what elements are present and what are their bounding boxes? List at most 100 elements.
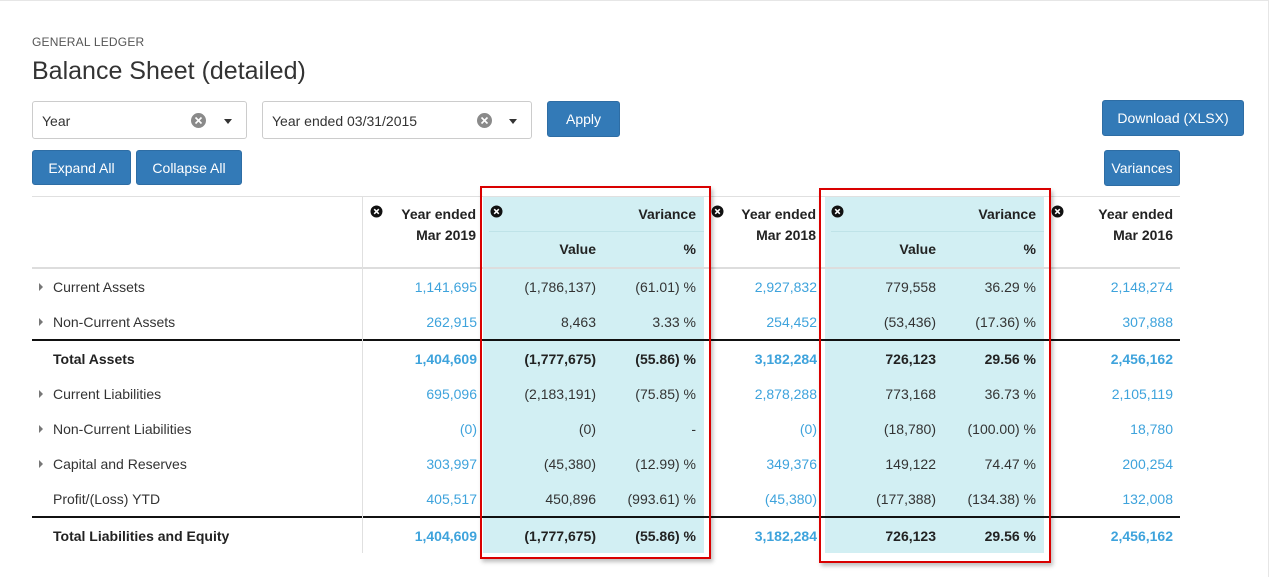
cell-mar-2019[interactable]: (0) bbox=[459, 421, 477, 437]
row-label[interactable]: Capital and Reserves bbox=[53, 456, 187, 472]
header-bottom-border bbox=[32, 267, 1180, 269]
cell-variance-1-pct: (75.85) % bbox=[635, 386, 696, 402]
expand-row-icon[interactable] bbox=[39, 318, 43, 326]
row-label: Total Assets bbox=[53, 351, 135, 367]
cell-variance-1-value: (1,777,675) bbox=[524, 351, 596, 367]
cell-mar-2016[interactable]: 2,105,119 bbox=[1111, 386, 1173, 402]
cell-variance-2-value: 773,168 bbox=[885, 386, 936, 402]
cell-mar-2018[interactable]: 2,878,288 bbox=[754, 386, 817, 402]
remove-column-icon[interactable] bbox=[370, 205, 383, 218]
column-header-variance-1-pct: % bbox=[683, 241, 696, 257]
total-liabilities-rule bbox=[32, 516, 1180, 518]
cell-variance-1-pct: (55.86) % bbox=[635, 528, 696, 544]
cell-mar-2016[interactable]: 2,456,162 bbox=[1110, 528, 1173, 544]
chevron-down-icon[interactable] bbox=[224, 119, 232, 124]
total-assets-rule bbox=[32, 339, 1180, 341]
cell-mar-2019[interactable]: 695,096 bbox=[426, 386, 477, 402]
row-label[interactable]: Current Assets bbox=[53, 279, 145, 295]
variance-1-column-shade bbox=[483, 196, 704, 553]
cell-variance-2-pct: 36.29 % bbox=[984, 279, 1036, 295]
cell-variance-2-value: 726,123 bbox=[885, 351, 936, 367]
chevron-down-icon[interactable] bbox=[509, 119, 517, 124]
cell-mar-2018[interactable]: 3,182,284 bbox=[754, 351, 817, 367]
cell-variance-2-value: (177,388) bbox=[876, 491, 936, 507]
expand-row-icon[interactable] bbox=[39, 425, 43, 433]
period-type-value: Year bbox=[42, 113, 71, 129]
clear-icon[interactable] bbox=[476, 112, 493, 129]
clear-icon[interactable] bbox=[190, 112, 207, 129]
remove-column-icon[interactable] bbox=[490, 205, 503, 218]
cell-variance-2-value: (18,780) bbox=[883, 421, 936, 437]
column-header-mar-2018: Year ended Mar 2018 bbox=[741, 206, 816, 243]
column-header-mar-2019: Year ended Mar 2019 bbox=[401, 206, 476, 243]
row-label[interactable]: Non-Current Liabilities bbox=[53, 421, 192, 437]
column-header-variance-2-value: Value bbox=[899, 241, 936, 257]
cell-variance-2-pct: 29.56 % bbox=[984, 528, 1036, 544]
variance-2-column-shade bbox=[825, 196, 1044, 553]
cell-mar-2018[interactable]: 2,927,832 bbox=[754, 279, 817, 295]
column-header-variance-1: Variance bbox=[638, 206, 696, 222]
row-label[interactable]: Current Liabilities bbox=[53, 386, 162, 402]
row-label[interactable]: Non-Current Assets bbox=[53, 314, 176, 330]
cell-variance-2-pct: (17.36) % bbox=[975, 314, 1036, 330]
cell-mar-2019[interactable]: 1,404,609 bbox=[414, 351, 477, 367]
cell-mar-2018[interactable]: 3,182,284 bbox=[754, 528, 817, 544]
remove-column-icon[interactable] bbox=[711, 205, 724, 218]
page-kicker: GENERAL LEDGER bbox=[32, 35, 145, 49]
page-title: Balance Sheet (detailed) bbox=[32, 57, 306, 85]
variance-1-subheader-divider bbox=[489, 231, 704, 232]
cell-variance-2-pct: 36.73 % bbox=[984, 386, 1036, 402]
cell-variance-2-value: (53,436) bbox=[883, 314, 936, 330]
expand-row-icon[interactable] bbox=[39, 390, 43, 398]
cell-mar-2019[interactable]: 303,997 bbox=[426, 456, 477, 472]
cell-variance-1-value: (0) bbox=[578, 421, 596, 437]
cell-variance-1-value: 8,463 bbox=[560, 314, 596, 330]
cell-variance-2-value: 726,123 bbox=[885, 528, 936, 544]
cell-mar-2016[interactable]: 2,148,274 bbox=[1110, 279, 1173, 295]
table-top-border bbox=[32, 196, 1180, 197]
cell-variance-2-value: 779,558 bbox=[885, 279, 936, 295]
expand-row-icon[interactable] bbox=[39, 283, 43, 291]
column-header-mar-2016: Year ended Mar 2016 bbox=[1098, 206, 1173, 243]
cell-mar-2018[interactable]: 254,452 bbox=[766, 314, 817, 330]
apply-button[interactable]: Apply bbox=[547, 101, 620, 137]
cell-mar-2018[interactable]: (45,380) bbox=[764, 491, 817, 507]
cell-variance-1-value: (45,380) bbox=[543, 456, 596, 472]
row-label: Profit/(Loss) YTD bbox=[53, 491, 161, 507]
cell-variance-2-pct: 74.47 % bbox=[984, 456, 1036, 472]
cell-mar-2016[interactable]: 2,456,162 bbox=[1110, 351, 1173, 367]
period-select[interactable]: Year ended 03/31/2015 bbox=[262, 101, 532, 139]
expand-all-button[interactable]: Expand All bbox=[32, 150, 131, 185]
column-header-variance-2-pct: % bbox=[1023, 241, 1036, 257]
download-xlsx-button[interactable]: Download (XLSX) bbox=[1102, 100, 1244, 136]
cell-mar-2016[interactable]: 307,888 bbox=[1122, 314, 1173, 330]
cell-variance-1-pct: (993.61) % bbox=[627, 491, 696, 507]
variance-2-highlight bbox=[819, 188, 1051, 563]
cell-variance-2-value: 149,122 bbox=[885, 456, 936, 472]
cell-variance-1-pct: (12.99) % bbox=[635, 456, 696, 472]
cell-mar-2018[interactable]: (0) bbox=[799, 421, 817, 437]
period-value: Year ended 03/31/2015 bbox=[272, 113, 418, 129]
cell-mar-2016[interactable]: 200,254 bbox=[1122, 456, 1173, 472]
cell-mar-2019[interactable]: 1,404,609 bbox=[414, 528, 477, 544]
cell-variance-1-value: (1,777,675) bbox=[524, 528, 596, 544]
remove-column-icon[interactable] bbox=[1051, 205, 1064, 218]
cell-variance-2-pct: (134.38) % bbox=[967, 491, 1036, 507]
cell-mar-2019[interactable]: 1,141,695 bbox=[414, 279, 477, 295]
cell-variance-1-pct: - bbox=[691, 421, 696, 437]
remove-column-icon[interactable] bbox=[831, 205, 844, 218]
cell-variance-2-pct: (100.00) % bbox=[967, 421, 1036, 437]
cell-mar-2016[interactable]: 132,008 bbox=[1122, 491, 1173, 507]
cell-mar-2016[interactable]: 18,780 bbox=[1130, 421, 1173, 437]
cell-variance-1-value: 450,896 bbox=[545, 491, 596, 507]
cell-variance-1-pct: (61.01) % bbox=[635, 279, 696, 295]
cell-mar-2019[interactable]: 262,915 bbox=[426, 314, 477, 330]
cell-mar-2018[interactable]: 349,376 bbox=[766, 456, 817, 472]
cell-variance-2-pct: 29.56 % bbox=[984, 351, 1036, 367]
expand-row-icon[interactable] bbox=[39, 460, 43, 468]
cell-variance-1-value: (2,183,191) bbox=[524, 386, 596, 402]
cell-mar-2019[interactable]: 405,517 bbox=[426, 491, 477, 507]
period-type-select[interactable]: Year bbox=[32, 101, 247, 139]
collapse-all-button[interactable]: Collapse All bbox=[136, 150, 242, 185]
variances-button[interactable]: Variances bbox=[1104, 150, 1180, 186]
